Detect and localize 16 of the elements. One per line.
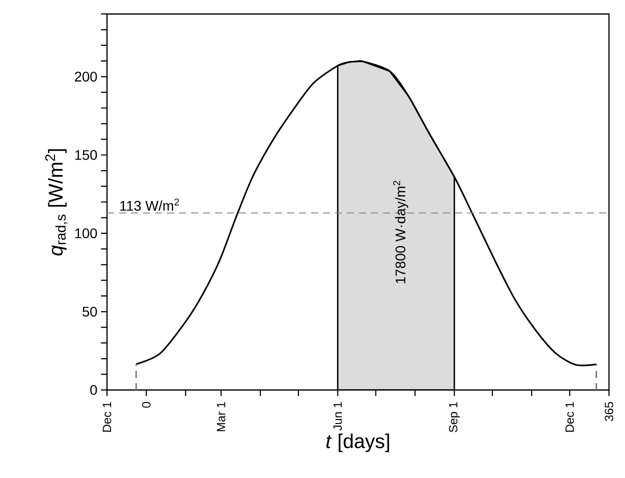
x-tick-label: 0 [142, 402, 151, 408]
y-tick-label: 150 [75, 150, 97, 160]
x-tick-label: Jun 1 [334, 402, 342, 431]
x-axis-title: t [days] [326, 434, 390, 452]
y-axis-title: q$_{rad,s}$ [W/m$^{2}$] [45, 149, 68, 256]
y-tick-label: 200 [74, 72, 97, 82]
x-tick-label: 365 [604, 402, 614, 421]
ref-line-label: 113 W/m$^{2}$ [120, 198, 179, 211]
y-tick-label: 0 [90, 385, 97, 395]
x-tick-label: Dec 1 [102, 402, 112, 432]
y-tick-label: 100 [75, 228, 97, 238]
x-tick-label: Dec 1 [566, 402, 574, 432]
y-tick-label: 50 [82, 306, 97, 317]
x-tick-label: Mar 1 [216, 402, 226, 432]
annotation: 17800 W·day/m$^{2}$ [393, 180, 408, 284]
x-tick-label: Sep 1 [448, 402, 460, 432]
